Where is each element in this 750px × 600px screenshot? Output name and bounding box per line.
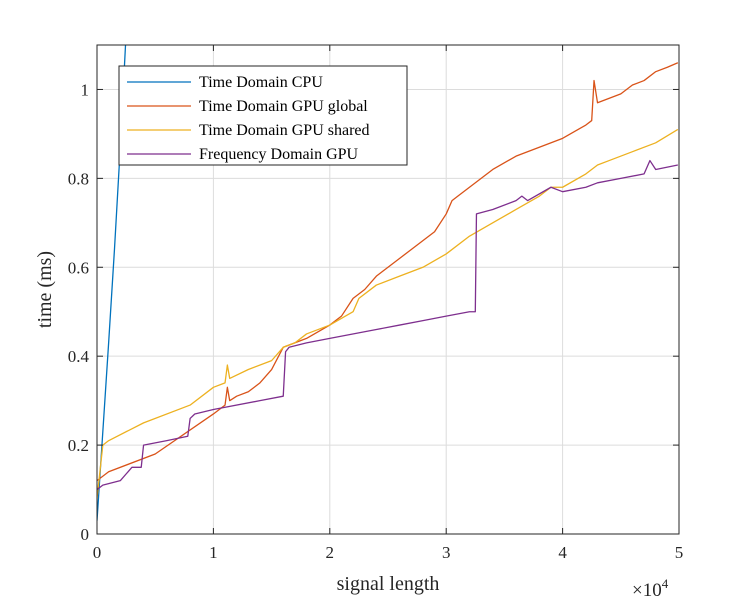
y-tick-label: 0.8 (68, 169, 89, 188)
plot-frame (96, 44, 680, 535)
y-tick-label: 1 (81, 80, 90, 99)
x-tick-label: 4 (558, 543, 567, 562)
y-tick-label: 0.2 (68, 436, 89, 455)
series-line-3 (97, 128, 679, 499)
x-tick-label: 0 (93, 543, 102, 562)
y-tick-label: 0 (81, 525, 90, 544)
x-tick-label: 5 (675, 543, 684, 562)
legend-label: Time Domain GPU global (199, 98, 368, 115)
series-line-4 (97, 159, 678, 491)
x-axis-multiplier: ×104 (632, 576, 669, 600)
y-tick-label: 0.4 (68, 347, 90, 366)
legend-label: Time Domain GPU shared (199, 122, 370, 139)
legend: Time Domain CPU Time Domain GPU global Tim… (118, 65, 408, 166)
axis-ticks: 0 1 2 3 4 5 0 0.2 0.4 0.6 0.8 1 (68, 45, 684, 562)
x-axis-multiplier-exponent: 4 (662, 576, 669, 591)
legend-label: Frequency Domain GPU (199, 146, 359, 163)
x-tick-label: 3 (442, 543, 451, 562)
x-axis-label: signal length (337, 573, 440, 595)
legend-label: Time Domain CPU (199, 74, 323, 91)
series-line-2 (97, 62, 679, 482)
y-axis-label: time (ms) (34, 251, 56, 328)
x-tick-label: 2 (326, 543, 335, 562)
x-axis-multiplier-base: ×10 (632, 580, 662, 600)
y-tick-label: 0.6 (68, 258, 89, 277)
x-tick-label: 1 (209, 543, 218, 562)
